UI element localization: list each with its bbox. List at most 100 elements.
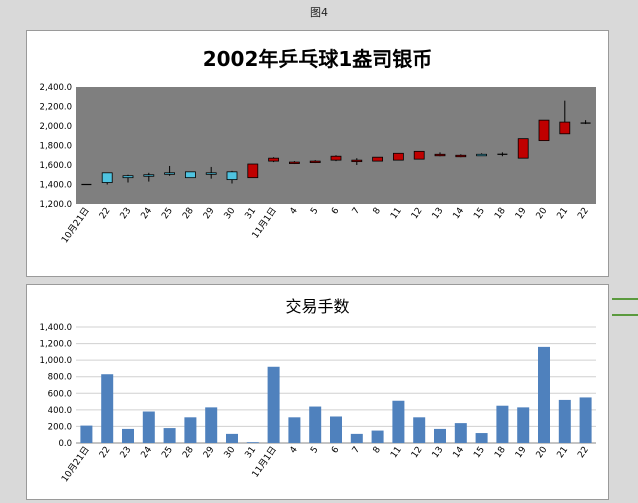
volume-x-tick-label: 29 bbox=[202, 445, 217, 460]
candle-x-tick-label: 5 bbox=[309, 206, 320, 216]
volume-bar bbox=[205, 407, 218, 443]
candle-x-tick-label: 28 bbox=[181, 206, 196, 221]
volume-x-tick-label: 14 bbox=[451, 445, 466, 460]
volume-bar bbox=[392, 400, 405, 443]
volume-bar bbox=[454, 423, 467, 443]
candle-x-tick-label: 19 bbox=[514, 206, 529, 221]
volume-bar bbox=[350, 433, 363, 443]
candle-body bbox=[247, 163, 259, 179]
candle-y-tick-label: 1,600.0 bbox=[40, 161, 72, 171]
volume-x-tick-label: 15 bbox=[472, 445, 487, 460]
candle-body bbox=[268, 157, 280, 162]
candle-x-tick-label: 10月21日 bbox=[59, 205, 91, 245]
candle-body bbox=[538, 119, 550, 142]
volume-bar bbox=[101, 374, 114, 443]
volume-x-tick-label: 5 bbox=[309, 445, 320, 455]
candle-x-tick-label: 7 bbox=[351, 206, 362, 216]
volume-x-tick-label: 6 bbox=[330, 445, 342, 456]
volume-bar bbox=[434, 428, 446, 443]
candle-body bbox=[392, 152, 404, 161]
volume-x-tick-label: 8 bbox=[372, 445, 384, 456]
volume-bar bbox=[371, 430, 384, 443]
candlestick-chart-svg: 1,200.0 1,400.0 1,600.0 1,800.0 2,000.0 2,200… bbox=[40, 83, 596, 245]
volume-bar bbox=[80, 425, 93, 443]
volume-bar bbox=[184, 417, 197, 443]
candle-x-tick-label: 23 bbox=[119, 206, 134, 221]
candle-body bbox=[226, 171, 238, 181]
volume-x-tick-label: 10月21日 bbox=[59, 444, 91, 484]
candle-x-tick-label: 4 bbox=[288, 206, 300, 217]
volume-bar bbox=[163, 428, 176, 443]
volume-bar bbox=[309, 406, 322, 443]
candle-x-tick-label: 12 bbox=[410, 206, 425, 221]
side-line-top bbox=[612, 298, 638, 300]
volume-y-tick-label: 1,000.0 bbox=[40, 356, 72, 366]
volume-bar bbox=[122, 428, 134, 443]
volume-chart-title: 交易手数 bbox=[285, 297, 350, 316]
volume-y-tick-label: 400.0 bbox=[48, 406, 72, 416]
candle-y-tick-label: 2,400.0 bbox=[40, 83, 72, 93]
volume-x-tick-label: 24 bbox=[139, 445, 154, 460]
volume-y-tick-label: 600.0 bbox=[48, 389, 72, 399]
candle-body bbox=[143, 174, 155, 177]
volume-x-tick-label: 12 bbox=[410, 445, 425, 460]
volume-x-tick-label: 28 bbox=[181, 445, 196, 460]
volume-bar bbox=[413, 417, 426, 443]
volume-bar bbox=[538, 346, 550, 443]
candle-x-tick-label: 8 bbox=[372, 206, 384, 217]
candle-x-tick-label: 31 bbox=[243, 206, 258, 221]
volume-x-tick-label: 31 bbox=[243, 445, 258, 460]
candlestick-chart-panel: 2002年乒乓球1盎司银币 1,200.0 1,400.0 1,600.0 1,800… bbox=[26, 30, 609, 277]
volume-bar bbox=[288, 417, 301, 443]
candle-x-tick-label: 21 bbox=[555, 206, 570, 221]
candle-x-tick-label: 22 bbox=[98, 206, 113, 221]
volume-bar bbox=[226, 433, 238, 443]
volume-bar bbox=[142, 411, 155, 443]
volume-x-tick-label: 7 bbox=[351, 445, 362, 455]
candle-y-tick-label: 1,200.0 bbox=[40, 200, 72, 210]
candle-x-tick-label: 29 bbox=[202, 206, 217, 221]
volume-y-tick-label: 1,200.0 bbox=[40, 340, 72, 350]
candle-body bbox=[413, 150, 425, 160]
candle-plot-area bbox=[76, 87, 596, 204]
volume-bar bbox=[267, 366, 280, 443]
candle-body bbox=[101, 172, 113, 183]
volume-x-tick-label: 30 bbox=[223, 445, 238, 460]
volume-bar bbox=[475, 433, 488, 443]
candle-x-tick-label: 25 bbox=[160, 206, 175, 221]
volume-x-tick-label: 22 bbox=[98, 445, 113, 460]
volume-x-tick-label: 19 bbox=[514, 445, 529, 460]
candle-body bbox=[288, 161, 300, 164]
candle-body bbox=[309, 160, 321, 164]
candle-body bbox=[164, 172, 176, 175]
candle-x-tick-label: 11 bbox=[389, 206, 404, 221]
candle-x-tick-label: 30 bbox=[223, 206, 238, 221]
volume-x-tick-label: 21 bbox=[555, 445, 570, 460]
candle-body bbox=[122, 175, 134, 179]
candle-x-tick-label: 22 bbox=[576, 206, 591, 221]
candle-body bbox=[455, 154, 467, 158]
candle-body bbox=[434, 153, 446, 157]
volume-x-tick-label: 11 bbox=[389, 445, 404, 460]
volume-chart-panel: 交易手数 0.0 200.0 400.0 600.0 800.0 1,000.0 1,200… bbox=[26, 284, 609, 500]
candle-body bbox=[372, 156, 384, 162]
volume-chart-svg: 0.0 200.0 400.0 600.0 800.0 1,000.0 1,200.0 1,4… bbox=[40, 323, 596, 484]
volume-bar bbox=[246, 442, 259, 443]
candle-y-tick-label: 2,000.0 bbox=[40, 122, 72, 132]
volume-x-tick-label: 25 bbox=[160, 445, 175, 460]
volume-y-tick-label: 0.0 bbox=[58, 439, 72, 449]
candle-body bbox=[559, 121, 571, 135]
volume-bar bbox=[517, 407, 530, 443]
volume-y-tick-label: 1,400.0 bbox=[40, 323, 72, 333]
candle-y-tick-label: 2,200.0 bbox=[40, 103, 72, 113]
candle-body bbox=[184, 171, 196, 179]
candle-y-tick-label: 1,400.0 bbox=[40, 181, 72, 191]
candle-body bbox=[351, 159, 363, 163]
volume-y-tick-label: 800.0 bbox=[48, 373, 72, 383]
candle-body bbox=[205, 172, 217, 175]
candle-body bbox=[476, 153, 488, 157]
volume-y-tick-label: 200.0 bbox=[48, 422, 72, 432]
candle-x-tick-label: 14 bbox=[451, 206, 466, 221]
candle-body bbox=[517, 138, 529, 159]
volume-bar bbox=[558, 399, 571, 443]
